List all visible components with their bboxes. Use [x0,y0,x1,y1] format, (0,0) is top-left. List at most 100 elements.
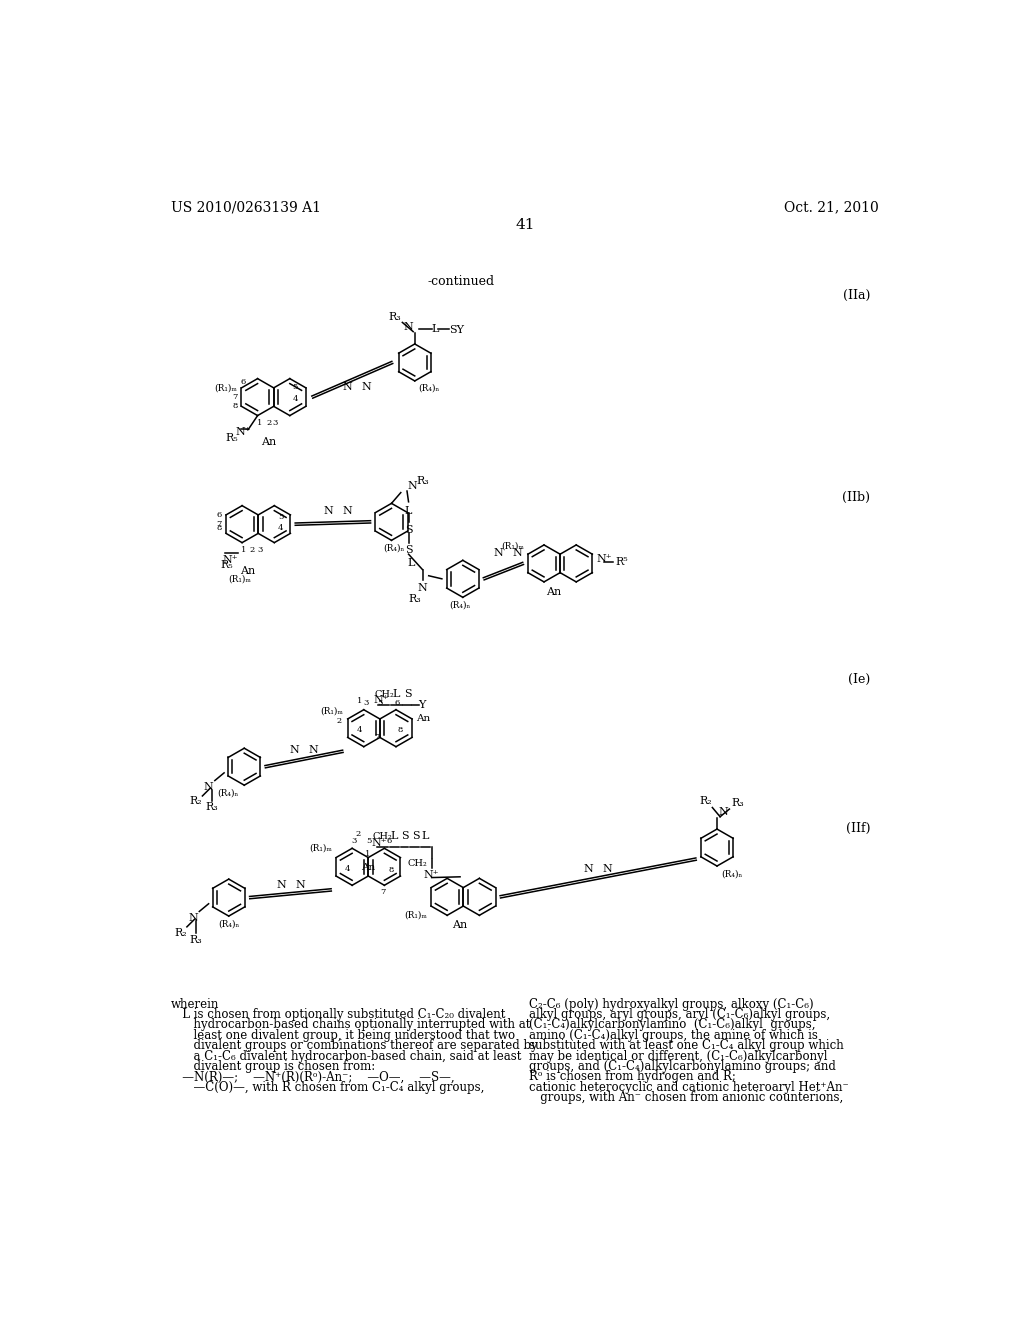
Text: Y: Y [419,700,426,710]
Text: (IIb): (IIb) [843,491,870,504]
Text: R₅: R₅ [225,433,239,442]
Text: L: L [432,323,439,334]
Text: 6: 6 [394,698,399,706]
Text: R₃: R₃ [409,594,421,605]
Text: N⁺: N⁺ [424,870,439,880]
Text: N: N [403,322,414,331]
Text: least one divalent group, it being understood that two: least one divalent group, it being under… [171,1028,515,1041]
Text: 4: 4 [293,395,298,403]
Text: Rᵒ is chosen from hydrogen and R;: Rᵒ is chosen from hydrogen and R; [529,1071,736,1084]
Text: An: An [261,437,276,447]
Text: 6: 6 [241,379,246,387]
Text: 1: 1 [365,850,371,858]
Text: CH₂: CH₂ [375,690,394,700]
Text: L is chosen from optionally substituted C₁-C₂₀ divalent: L is chosen from optionally substituted … [171,1008,505,1022]
Text: 3: 3 [257,546,262,554]
Text: An: An [241,566,256,576]
Text: N: N [324,507,333,516]
Text: US 2010/0263139 A1: US 2010/0263139 A1 [171,201,321,215]
Text: (R₁)ₘ: (R₁)ₘ [228,576,251,583]
Text: L: L [391,830,398,841]
Text: may be identical or different, (C₁-C₆)alkylcarbonyl: may be identical or different, (C₁-C₆)al… [529,1049,828,1063]
Text: groups, with An⁻ chosen from anionic counterions,: groups, with An⁻ chosen from anionic cou… [529,1092,844,1105]
Text: 5: 5 [279,512,284,521]
Text: N⁺: N⁺ [596,554,612,564]
Text: R₅: R₅ [220,560,233,569]
Text: 5: 5 [378,698,383,706]
Text: alkyl groups, aryl groups, aryl (C₁-C₆)alkyl groups,: alkyl groups, aryl groups, aryl (C₁-C₆)a… [529,1008,830,1022]
Text: An: An [546,586,561,597]
Text: An: An [453,920,468,929]
Text: N: N [188,913,198,923]
Text: 4: 4 [356,726,362,734]
Text: (Ie): (Ie) [848,673,870,686]
Text: S: S [413,830,420,841]
Text: (R₄)ₙ: (R₄)ₙ [384,544,406,552]
Text: —C(O)—, with R chosen from C₁-C₄ alkyl groups,: —C(O)—, with R chosen from C₁-C₄ alkyl g… [171,1081,484,1094]
Text: N: N [276,880,286,890]
Text: S: S [404,525,413,535]
Text: -continued: -continued [428,276,495,289]
Text: L: L [392,689,399,700]
Text: L: L [422,830,429,841]
Text: divalent groups or combinations thereof are separated by: divalent groups or combinations thereof … [171,1039,538,1052]
Text: R⁵: R⁵ [615,557,628,566]
Text: (R₄)ₙ: (R₄)ₙ [721,869,742,878]
Text: C₂-C₆ (poly) hydroxyalkyl groups, alkoxy (C₁-C₆): C₂-C₆ (poly) hydroxyalkyl groups, alkoxy… [529,998,814,1011]
Text: N⁺: N⁺ [236,428,251,437]
Text: N: N [308,746,318,755]
Text: (R₁)ₘ: (R₁)ₘ [321,706,344,715]
Text: R₃: R₃ [206,803,218,812]
Text: N⁺: N⁺ [222,554,239,565]
Text: (R₁)ₘ: (R₁)ₘ [309,843,332,853]
Text: SY: SY [449,325,464,335]
Text: 2: 2 [329,718,342,726]
Text: 7: 7 [232,393,238,401]
Text: N: N [204,781,213,792]
Text: 7: 7 [216,520,222,528]
Text: L: L [404,507,413,516]
Text: N: N [295,880,305,890]
Text: cationic heterocyclic and cationic heteroaryl Het⁺An⁻: cationic heterocyclic and cationic heter… [529,1081,849,1094]
Text: S: S [404,689,412,700]
Text: N: N [418,583,427,594]
Text: 3: 3 [362,698,369,706]
Text: N: N [342,507,352,516]
Text: N: N [719,807,728,817]
Text: N: N [343,381,352,392]
Text: CH₂: CH₂ [408,859,427,869]
Text: R₃: R₃ [731,799,743,808]
Text: 4: 4 [345,865,350,873]
Text: An: An [416,714,430,723]
Text: amino (C₁-C₄)alkyl groups, the amine of which is: amino (C₁-C₄)alkyl groups, the amine of … [529,1028,818,1041]
Text: (R₄)ₙ: (R₄)ₙ [218,919,240,928]
Text: 3: 3 [351,837,356,845]
Text: 3: 3 [272,420,278,428]
Text: 7: 7 [375,734,380,742]
Text: 8: 8 [398,726,403,734]
Text: 1: 1 [241,546,247,554]
Text: 2: 2 [356,829,361,837]
Text: (R₄)ₙ: (R₄)ₙ [419,384,440,393]
Text: 5: 5 [367,837,372,845]
Text: hydrocarbon-based chains optionally interrupted with at: hydrocarbon-based chains optionally inte… [171,1019,530,1031]
Text: N: N [290,746,299,755]
Text: N: N [407,480,417,491]
Text: S: S [401,830,410,841]
Text: R₂: R₂ [189,796,203,807]
Text: N: N [361,381,372,392]
Text: (R₁)ₘ: (R₁)ₘ [501,541,524,550]
Text: divalent group is chosen from:: divalent group is chosen from: [171,1060,375,1073]
Text: 1: 1 [257,420,262,428]
Text: R₃: R₃ [417,477,429,487]
Text: R₂: R₂ [699,796,713,807]
Text: N: N [603,865,612,874]
Text: Oct. 21, 2010: Oct. 21, 2010 [784,201,879,215]
Text: 2: 2 [249,546,254,554]
Text: R₃: R₃ [388,312,400,322]
Text: 8: 8 [232,403,238,411]
Text: (R₁)ₘ: (R₁)ₘ [215,383,238,392]
Text: groups, and (C₁-C₄)alkylcarbonylamino groups; and: groups, and (C₁-C₄)alkylcarbonylamino gr… [529,1060,837,1073]
Text: a C₁-C₆ divalent hydrocarbon-based chain, said at least: a C₁-C₆ divalent hydrocarbon-based chain… [171,1049,521,1063]
Text: (IIf): (IIf) [846,822,870,836]
